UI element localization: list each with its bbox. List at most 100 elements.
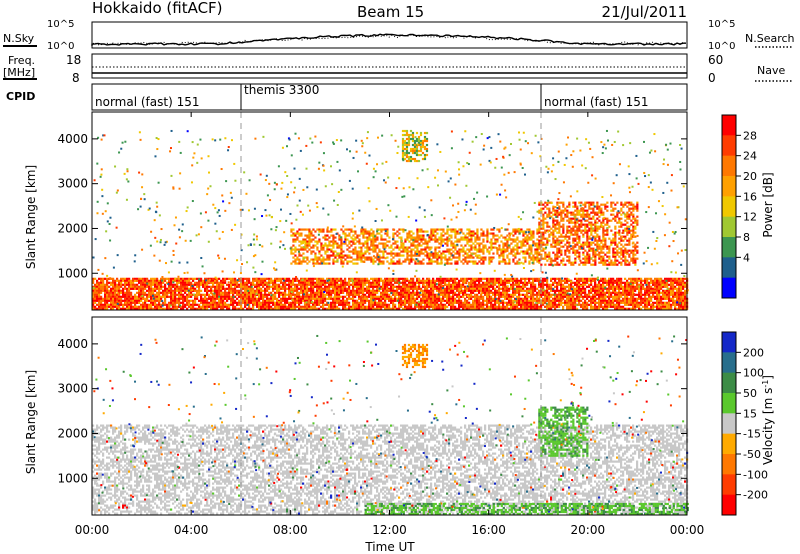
scatter-cell [458, 295, 461, 298]
scatter-cell [446, 295, 449, 298]
scatter-cell [408, 293, 411, 296]
scatter-cell [514, 279, 517, 282]
scatter-cell [292, 303, 295, 306]
scatter-cell [208, 305, 211, 308]
scatter-cell [136, 283, 139, 286]
scatter-cell [216, 283, 219, 286]
scatter-cell [386, 228, 389, 231]
scatter-cell [286, 301, 289, 304]
scatter-cell [538, 301, 541, 304]
scatter-cell [450, 277, 453, 280]
scatter-cell [204, 279, 207, 282]
scatter-cell [436, 297, 439, 300]
scatter-cell [590, 295, 593, 298]
scatter-cell [404, 283, 407, 286]
scatter-cell [372, 232, 375, 235]
scatter-cell [460, 277, 463, 280]
scatter-cell [658, 295, 661, 298]
scatter-cell [566, 289, 569, 292]
scatter-cell [386, 283, 389, 286]
scatter-cell [462, 258, 465, 261]
scatter-cell [462, 246, 465, 249]
scatter-cell [462, 232, 465, 235]
scatter-cell [106, 295, 109, 298]
scatter-cell [320, 254, 323, 257]
scatter-cell [566, 305, 569, 308]
scatter-cell [450, 230, 453, 233]
scatter-cell [400, 289, 403, 292]
scatter-cell [558, 283, 561, 286]
scatter-cell [378, 250, 381, 253]
scatter-cell [146, 307, 149, 310]
scatter-cell [624, 277, 627, 280]
scatter-cell [460, 279, 463, 282]
scatter-cell [664, 289, 667, 292]
freq-tick-bottom: 8 [72, 71, 80, 85]
scatter-cell [544, 301, 547, 304]
scatter-cell [508, 307, 511, 310]
scatter-cell [584, 289, 587, 292]
scatter-cell [670, 281, 673, 284]
scatter-cell [472, 287, 475, 290]
scatter-cell [392, 287, 395, 290]
scatter-cell [676, 297, 679, 300]
scatter-cell [612, 305, 615, 308]
scatter-cell [424, 289, 427, 292]
scatter-cell [432, 291, 435, 294]
scatter-cell [178, 277, 181, 280]
scatter-cell [328, 289, 331, 292]
scatter-cell [328, 256, 331, 259]
scatter-cell [422, 307, 425, 310]
scatter-cell [434, 299, 437, 302]
scatter-cell [578, 295, 581, 298]
scatter-cell [426, 297, 429, 300]
scatter-cell [424, 250, 427, 253]
scatter-cell [112, 281, 115, 284]
scatter-cell [482, 303, 485, 306]
scatter-cell [322, 230, 325, 233]
scatter-cell [616, 283, 619, 286]
scatter-cell [350, 244, 353, 247]
scatter-cell [620, 305, 623, 308]
scatter-cell [626, 285, 629, 288]
scatter-cell [590, 297, 593, 300]
scatter-cell [448, 289, 451, 292]
scatter-cell [194, 293, 197, 296]
scatter-cell [628, 289, 631, 292]
scatter-cell [382, 295, 385, 298]
scatter-cell [356, 305, 359, 308]
nave-tick-top: 60 [708, 53, 723, 67]
scatter-cell [478, 299, 481, 302]
scatter-cell [308, 299, 311, 302]
scatter-cell [474, 281, 477, 284]
scatter-cell [334, 285, 337, 288]
scatter-cell [384, 295, 387, 298]
scatter-cell [242, 299, 245, 302]
scatter-cell [310, 289, 313, 292]
scatter-cell [508, 289, 511, 292]
scatter-cell [94, 301, 97, 304]
scatter-cell [218, 303, 221, 306]
scatter-cell [220, 283, 223, 286]
scatter-cell [454, 228, 457, 231]
scatter-cell [348, 277, 351, 280]
scatter-cell [448, 256, 451, 259]
scatter-cell [566, 303, 569, 306]
scatter-cell [548, 303, 551, 306]
scatter-cell [632, 287, 635, 290]
scatter-cell [498, 289, 501, 292]
scatter-cell [338, 254, 341, 257]
scatter-cell [422, 285, 425, 288]
scatter-cell [462, 236, 465, 239]
scatter-cell [404, 293, 407, 296]
scatter-cell [670, 291, 673, 294]
scatter-cell [276, 279, 279, 282]
scatter-cell [224, 277, 227, 280]
scatter-cell [640, 299, 643, 302]
scatter-cell [382, 301, 385, 304]
scatter-cell [218, 301, 221, 304]
scatter-cell [166, 277, 169, 280]
scatter-cell [368, 287, 371, 290]
scatter-cell [370, 232, 373, 235]
scatter-cell [340, 246, 343, 249]
